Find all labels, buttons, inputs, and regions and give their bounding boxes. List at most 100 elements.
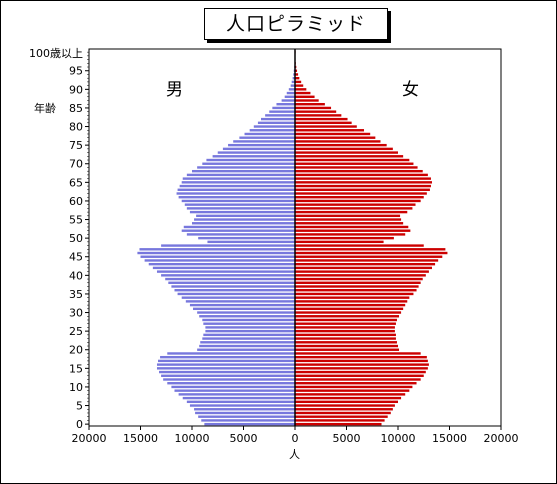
female-bar-age-59 [295, 203, 416, 205]
female-bar-age-87 [295, 99, 319, 101]
male-bar-age-9 [174, 389, 295, 391]
male-bar-age-60 [182, 200, 295, 202]
male-bar-age-14 [159, 371, 295, 373]
male-bar-age-81 [258, 122, 295, 124]
male-bar-age-66 [183, 177, 295, 179]
male-bar-age-28 [202, 319, 295, 321]
male-bar-age-59 [185, 203, 295, 205]
female-bar-age-29 [295, 315, 399, 317]
male-bar-age-4 [194, 408, 295, 410]
male-bar-age-65 [182, 181, 295, 183]
female-bar-age-5 [295, 404, 395, 406]
male-bar-age-22 [200, 341, 295, 343]
x-tick-label-8: 20000 [484, 432, 519, 445]
female-bar-age-0 [295, 423, 382, 425]
female-bar-age-72 [295, 155, 403, 157]
y-tick-label-45: 45 [69, 251, 83, 264]
female-bar-age-14 [295, 371, 426, 373]
female-bar-age-26 [295, 326, 395, 328]
y-tick-label-95: 95 [69, 65, 83, 78]
male-bar-age-83 [265, 114, 295, 116]
male-bar-age-82 [261, 118, 295, 120]
male-bar-age-69 [197, 166, 295, 168]
x-tick-label-1: 15000 [123, 432, 158, 445]
male-bar-age-35 [178, 293, 295, 295]
y-axis: 0 5 10 15 20 25 30 35 40 45 50 55 60 65 70 75 80 85 90 95 [69, 49, 89, 431]
female-bar-age-17 [295, 360, 428, 362]
female-bar-age-52 [295, 230, 410, 232]
female-bar-age-7 [295, 397, 401, 399]
female-bar-age-34 [295, 296, 409, 298]
y-tick-label-35: 35 [69, 288, 83, 301]
female-bar-age-31 [295, 308, 403, 310]
female-bar-age-22 [295, 341, 397, 343]
female-bar-age-67 [295, 174, 428, 176]
female-bar-age-10 [295, 386, 412, 388]
female-bar-age-41 [295, 270, 429, 272]
male-bar-age-1 [201, 419, 295, 421]
male-bar-age-75 [228, 144, 295, 146]
female-label: 女 [402, 80, 419, 100]
female-bar-age-24 [295, 334, 396, 336]
x-tick-label-4: 0 [292, 432, 299, 445]
male-bar-age-37 [171, 285, 295, 287]
female-bar-age-76 [295, 140, 380, 142]
male-bar-age-7 [183, 397, 295, 399]
female-bar-age-45 [295, 256, 442, 258]
male-bar-age-89 [287, 92, 295, 94]
male-bar-age-38 [168, 282, 295, 284]
male-bar-age-20 [197, 349, 295, 351]
male-bar-age-52 [182, 230, 295, 232]
female-bar-age-18 [295, 356, 427, 358]
female-bar-age-33 [295, 300, 407, 302]
female-bar-age-36 [295, 289, 417, 291]
female-bar-age-70 [295, 163, 413, 165]
female-bar-age-38 [295, 282, 421, 284]
y-tick-label-90: 90 [69, 83, 83, 96]
male-bar-age-12 [163, 378, 295, 380]
male-bar-age-49 [207, 241, 295, 243]
female-bar-age-78 [295, 133, 370, 135]
male-bar-age-21 [199, 345, 295, 347]
male-bar-age-45 [141, 256, 296, 258]
female-bar-age-51 [295, 233, 405, 235]
male-bar-age-16 [157, 363, 295, 365]
x-tick-label-0: 20000 [72, 432, 107, 445]
male-bar-age-73 [218, 151, 295, 153]
male-bar-age-64 [180, 185, 295, 187]
male-bar-age-58 [187, 207, 295, 209]
male-bar-age-44 [145, 259, 295, 261]
male-bar-age-68 [192, 170, 295, 172]
male-bar-age-39 [165, 278, 295, 280]
female-bar-age-77 [295, 137, 375, 139]
male-bar-age-36 [174, 289, 295, 291]
female-bar-age-3 [295, 412, 391, 414]
female-bar-age-66 [295, 177, 431, 179]
female-bar-age-48 [295, 244, 424, 246]
female-bar-age-86 [295, 103, 325, 105]
y-tick-label-85: 85 [69, 102, 83, 115]
female-bar-age-92 [295, 81, 301, 83]
female-bar-age-90 [295, 88, 306, 90]
male-bar-age-5 [190, 404, 295, 406]
female-bar-age-40 [295, 274, 426, 276]
male-bar-age-17 [158, 360, 295, 362]
x-tick-label-5: 5000 [333, 432, 361, 445]
female-bar-age-42 [295, 267, 432, 269]
male-bar-age-61 [179, 196, 295, 198]
female-bar-age-84 [295, 110, 336, 112]
y-tick-label-25: 25 [69, 325, 83, 338]
male-bar-age-15 [157, 367, 295, 369]
female-bar-age-28 [295, 319, 397, 321]
x-tick-label-7: 15000 [432, 432, 467, 445]
female-bar-age-82 [295, 118, 348, 120]
male-bar-age-41 [157, 270, 295, 272]
male-bar-age-11 [167, 382, 295, 384]
male-bar-age-77 [239, 137, 295, 139]
male-bar-age-74 [223, 148, 295, 150]
male-bar-age-87 [282, 99, 295, 101]
female-bar-age-30 [295, 311, 401, 313]
female-bar-age-75 [295, 144, 387, 146]
male-bar-age-13 [161, 375, 295, 377]
y-tick-label-15: 15 [69, 362, 83, 375]
